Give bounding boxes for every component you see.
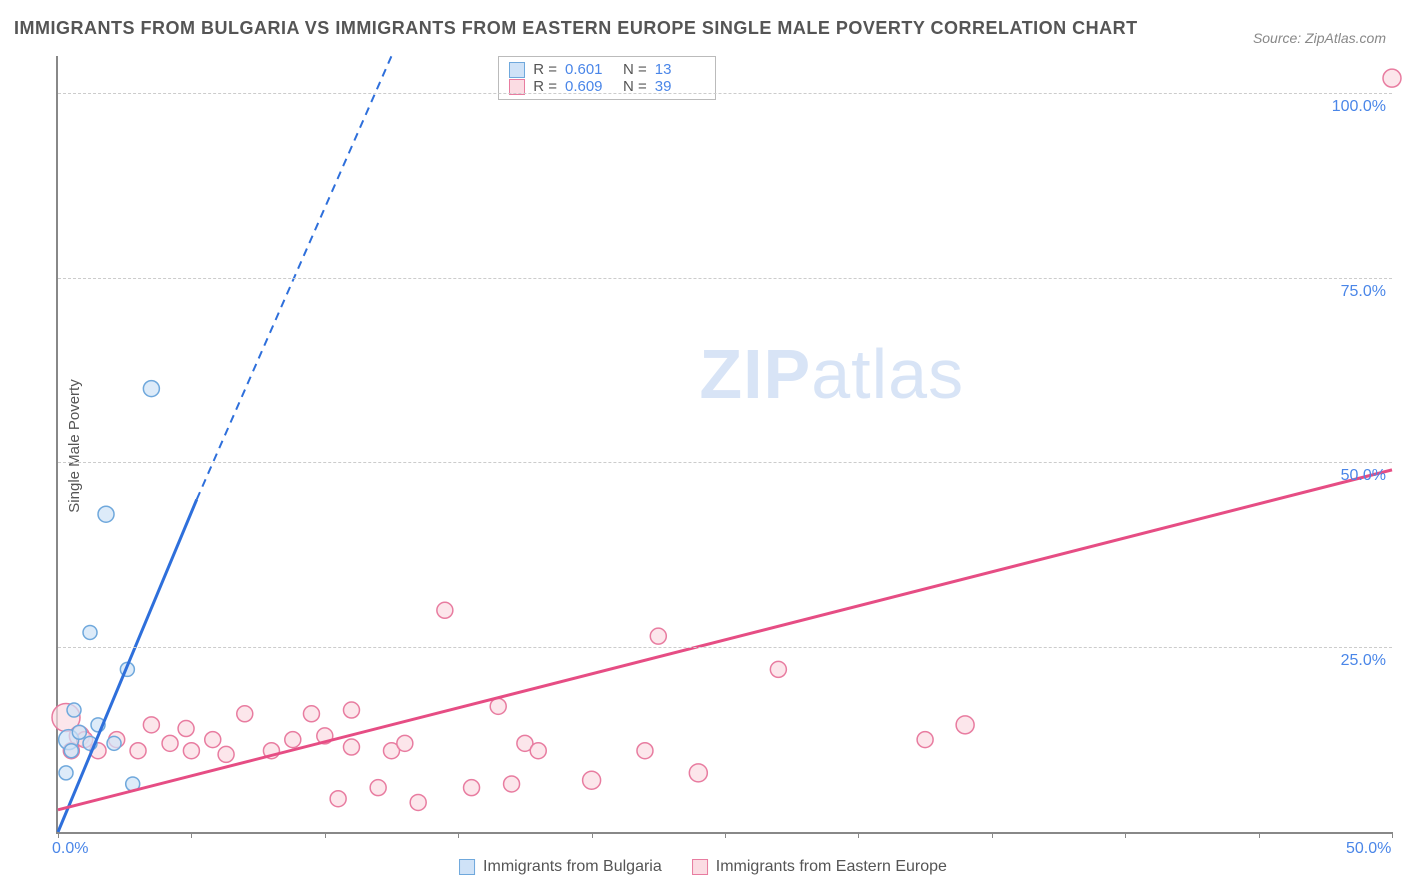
scatter-point bbox=[330, 791, 346, 807]
legend-swatch bbox=[509, 62, 525, 78]
x-tick bbox=[992, 832, 993, 838]
scatter-point bbox=[98, 506, 114, 522]
scatter-point bbox=[397, 735, 413, 751]
legend-row: R = 0.601 N = 13 bbox=[509, 61, 705, 78]
plot-area: ZIPatlas R =0.601N =13R =0.609N =39 25.0… bbox=[56, 56, 1392, 834]
scatter-point bbox=[464, 780, 480, 796]
legend-r-label: R = bbox=[533, 61, 557, 78]
legend-item: Immigrants from Eastern Europe bbox=[692, 858, 947, 876]
legend-item: Immigrants from Bulgaria bbox=[459, 858, 662, 876]
x-tick bbox=[592, 832, 593, 838]
gridline bbox=[58, 278, 1392, 279]
scatter-point bbox=[770, 661, 786, 677]
scatter-point bbox=[1383, 69, 1401, 87]
scatter-point bbox=[237, 706, 253, 722]
scatter-point bbox=[143, 717, 159, 733]
scatter-point bbox=[67, 703, 81, 717]
scatter-point bbox=[130, 743, 146, 759]
scatter-point bbox=[637, 743, 653, 759]
x-tick bbox=[858, 832, 859, 838]
scatter-point bbox=[72, 725, 86, 739]
scatter-point bbox=[956, 716, 974, 734]
scatter-point bbox=[83, 625, 97, 639]
scatter-point bbox=[583, 771, 601, 789]
scatter-point bbox=[343, 739, 359, 755]
scatter-point bbox=[530, 743, 546, 759]
x-tick bbox=[325, 832, 326, 838]
legend-swatch bbox=[692, 859, 708, 875]
scatter-point bbox=[183, 743, 199, 759]
legend-series-name: Immigrants from Bulgaria bbox=[483, 858, 662, 876]
x-tick bbox=[191, 832, 192, 838]
scatter-point bbox=[917, 732, 933, 748]
source-label: Source: ZipAtlas.com bbox=[1253, 30, 1386, 46]
scatter-point bbox=[343, 702, 359, 718]
x-tick-label: 50.0% bbox=[1346, 840, 1391, 858]
scatter-point bbox=[205, 732, 221, 748]
legend-r-value: 0.601 bbox=[565, 61, 615, 78]
legend-n-value: 13 bbox=[655, 61, 705, 78]
scatter-point bbox=[178, 721, 194, 737]
gridline bbox=[58, 93, 1392, 94]
x-tick bbox=[1125, 832, 1126, 838]
scatter-point bbox=[370, 780, 386, 796]
y-tick-label: 50.0% bbox=[1341, 467, 1386, 485]
scatter-point bbox=[218, 746, 234, 762]
scatter-point bbox=[689, 764, 707, 782]
x-tick bbox=[58, 832, 59, 838]
legend-swatch bbox=[459, 859, 475, 875]
scatter-point bbox=[504, 776, 520, 792]
chart-title: IMMIGRANTS FROM BULGARIA VS IMMIGRANTS F… bbox=[14, 18, 1138, 39]
x-tick bbox=[725, 832, 726, 838]
scatter-point bbox=[303, 706, 319, 722]
series-legend: Immigrants from Bulgaria Immigrants from … bbox=[459, 858, 947, 876]
y-tick-label: 25.0% bbox=[1341, 652, 1386, 670]
scatter-point bbox=[285, 732, 301, 748]
scatter-point bbox=[650, 628, 666, 644]
gridline bbox=[58, 647, 1392, 648]
scatter-point bbox=[64, 744, 78, 758]
scatter-point bbox=[490, 698, 506, 714]
scatter-point bbox=[107, 736, 121, 750]
x-tick bbox=[1392, 832, 1393, 838]
scatter-point bbox=[162, 735, 178, 751]
y-tick-label: 75.0% bbox=[1341, 283, 1386, 301]
trend-line bbox=[58, 470, 1392, 810]
x-tick bbox=[458, 832, 459, 838]
scatter-point bbox=[59, 766, 73, 780]
legend-series-name: Immigrants from Eastern Europe bbox=[716, 858, 947, 876]
scatter-point bbox=[437, 602, 453, 618]
x-tick bbox=[1259, 832, 1260, 838]
plot-svg bbox=[58, 56, 1392, 832]
x-tick-label: 0.0% bbox=[52, 840, 88, 858]
scatter-point bbox=[143, 381, 159, 397]
legend-n-label: N = bbox=[623, 61, 647, 78]
scatter-point bbox=[410, 794, 426, 810]
y-tick-label: 100.0% bbox=[1332, 98, 1386, 116]
gridline bbox=[58, 462, 1392, 463]
